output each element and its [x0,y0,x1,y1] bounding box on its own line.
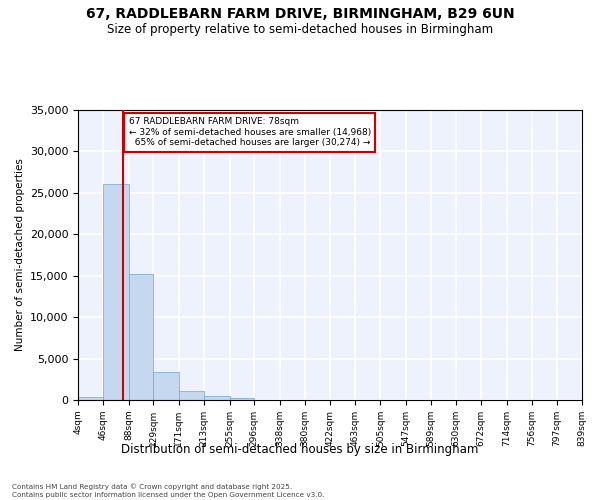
Bar [230,398,254,400]
Text: 67 RADDLEBARN FARM DRIVE: 78sqm
← 32% of semi-detached houses are smaller (14,96: 67 RADDLEBARN FARM DRIVE: 78sqm ← 32% of… [129,117,371,147]
Text: Distribution of semi-detached houses by size in Birmingham: Distribution of semi-detached houses by … [121,442,479,456]
Bar [129,274,154,400]
Bar [103,184,129,400]
Text: Size of property relative to semi-detached houses in Birmingham: Size of property relative to semi-detach… [107,22,493,36]
Text: 67, RADDLEBARN FARM DRIVE, BIRMINGHAM, B29 6UN: 67, RADDLEBARN FARM DRIVE, BIRMINGHAM, B… [86,8,514,22]
Bar [78,396,103,400]
Bar [154,372,179,400]
Bar [179,392,204,400]
Y-axis label: Number of semi-detached properties: Number of semi-detached properties [16,158,25,352]
Bar [204,396,230,400]
Text: Contains HM Land Registry data © Crown copyright and database right 2025.
Contai: Contains HM Land Registry data © Crown c… [12,484,325,498]
